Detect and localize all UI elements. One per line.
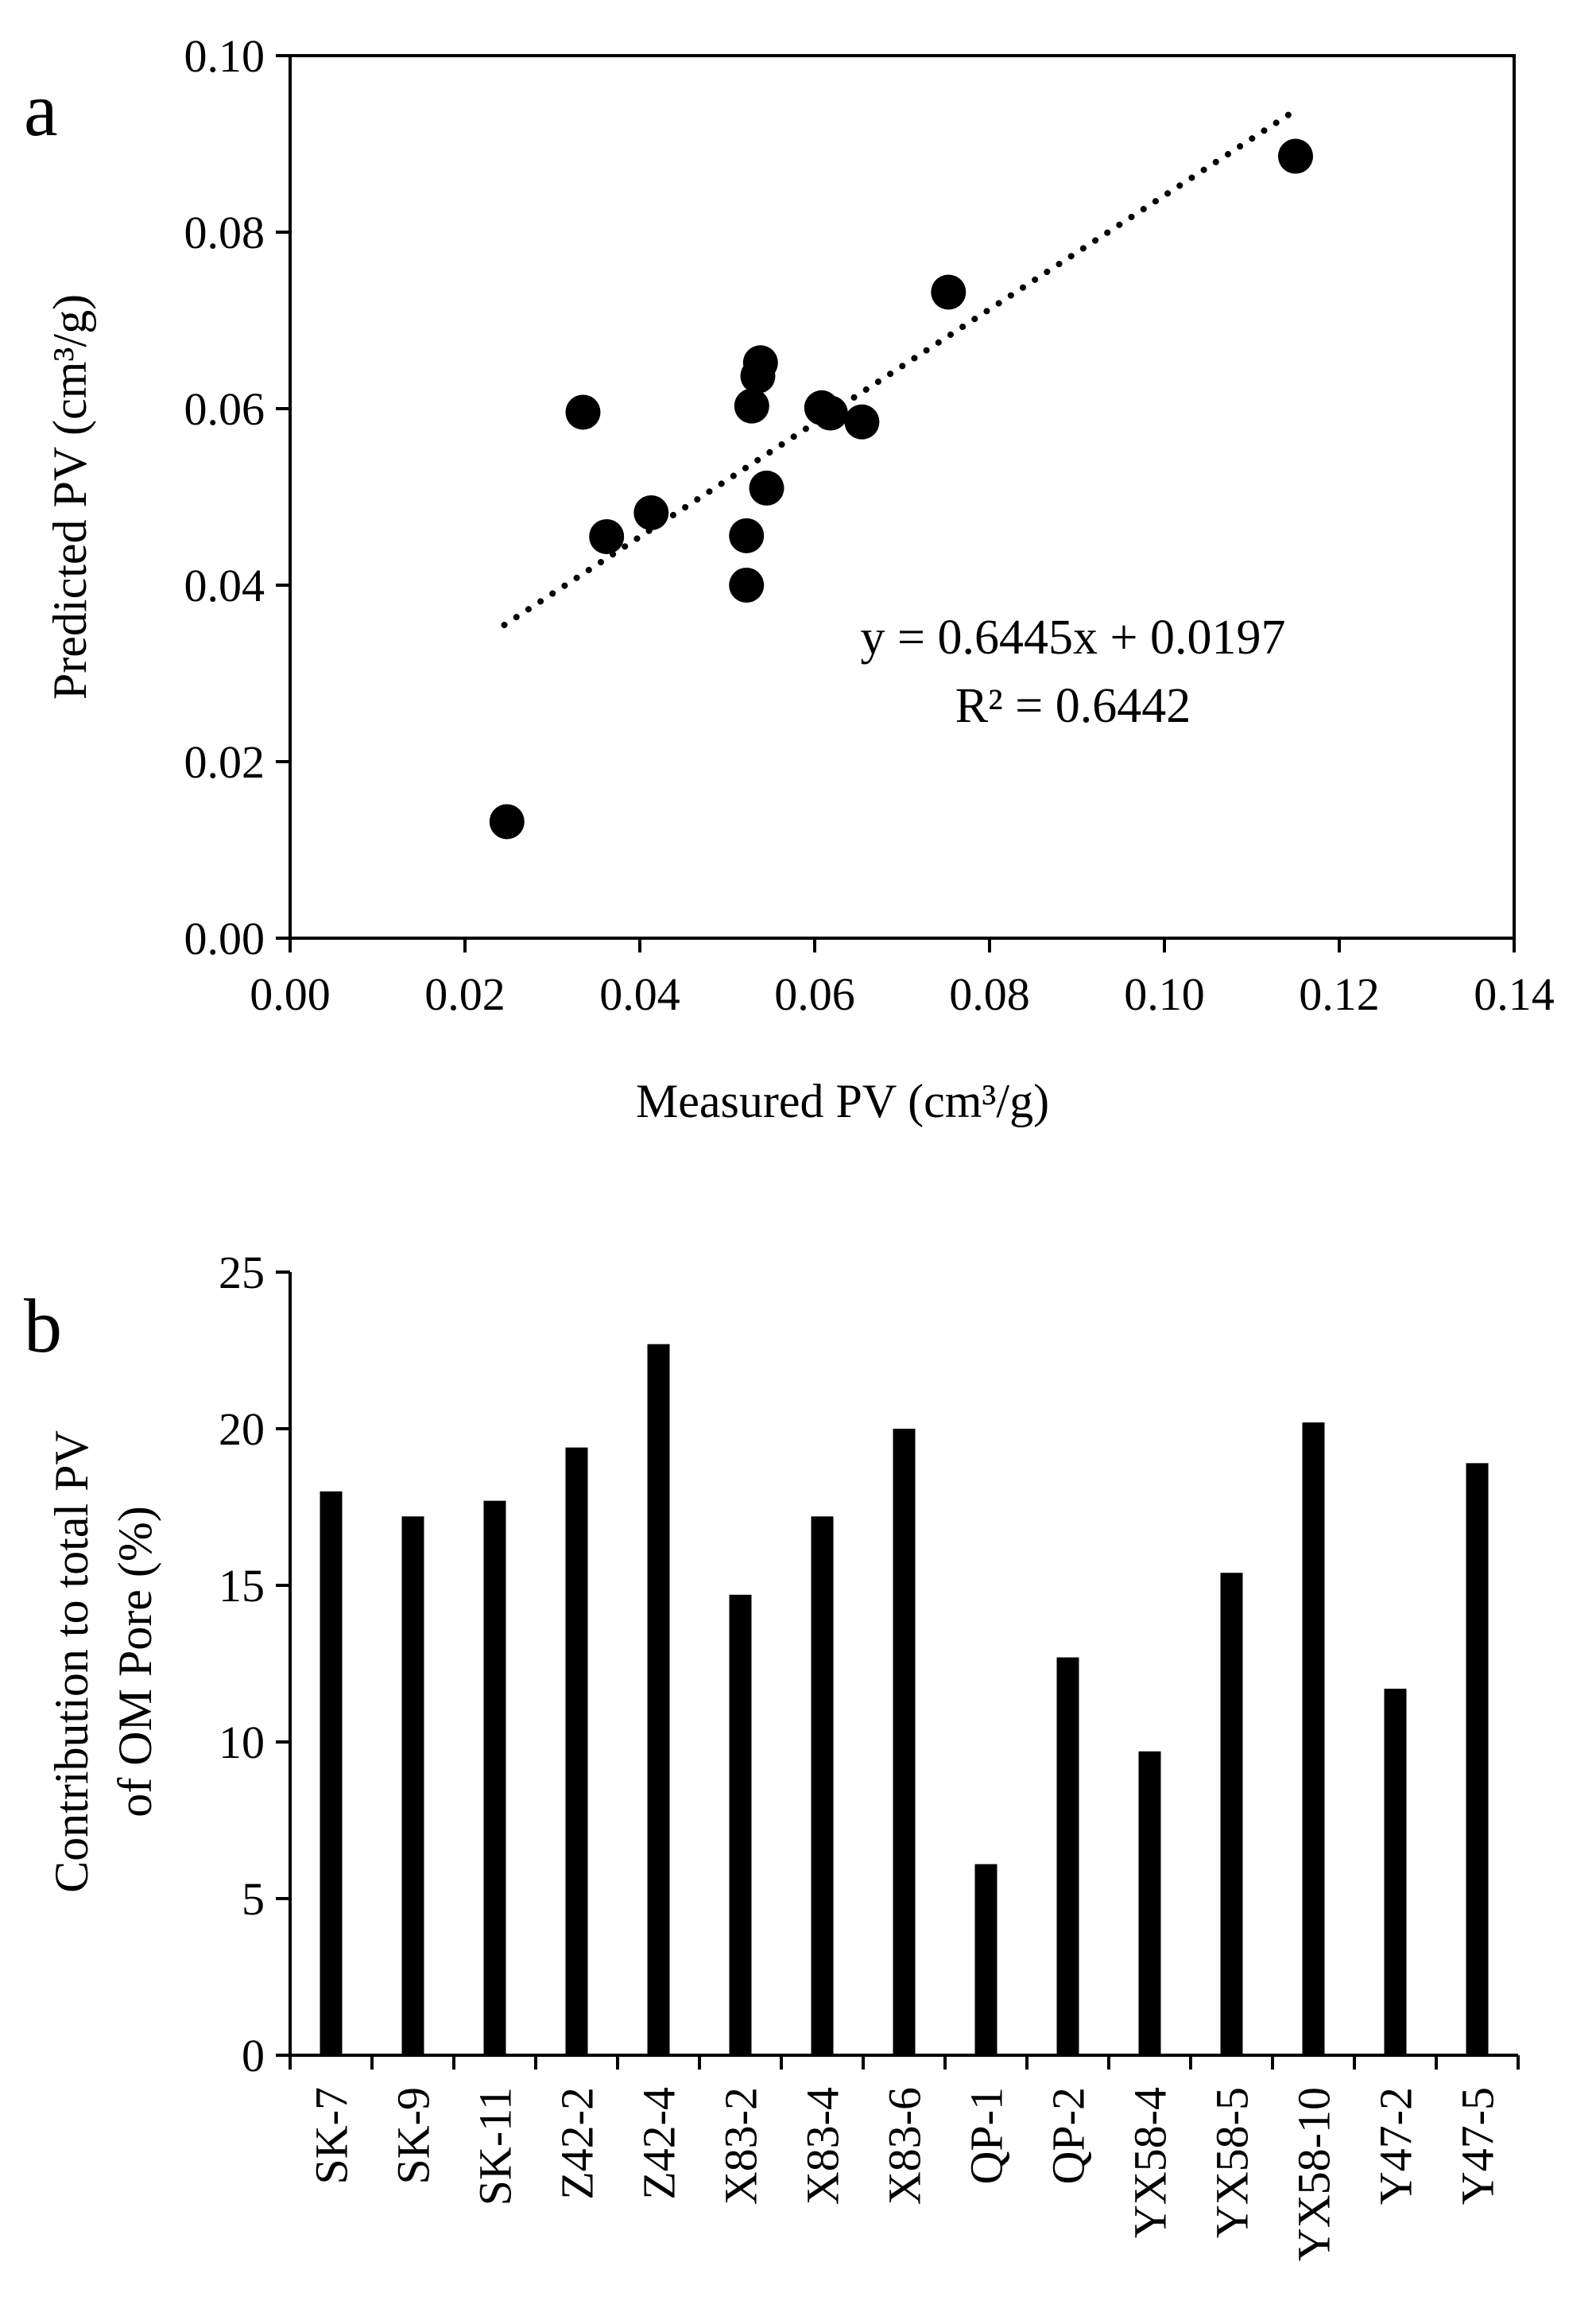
x-category-label: QP-2	[1043, 2087, 1094, 2184]
bar	[483, 1500, 506, 2055]
y-tick-label: 5	[242, 1873, 265, 1925]
scatter-point	[729, 568, 765, 603]
r-squared-label: R² = 0.6442	[955, 679, 1191, 733]
y-tick-label: 0.04	[184, 560, 265, 611]
scatter-point	[734, 388, 769, 424]
x-category-label: X83-4	[797, 2087, 849, 2205]
bar	[893, 1429, 916, 2055]
x-tick-label: 0.02	[424, 968, 506, 1020]
scatter-y-axis-title: Predicted PV (cm³/g)	[44, 294, 96, 700]
scatter-point	[729, 518, 765, 553]
y-tick-label: 0.06	[184, 383, 265, 435]
x-category-label: QP-1	[961, 2087, 1013, 2184]
y-tick-label: 0.00	[184, 913, 265, 964]
scatter-point	[931, 274, 967, 310]
bar	[729, 1594, 752, 2055]
scatter-y-axis: 0.00 0.02 0.04 0.06 0.08 0.10	[184, 30, 290, 964]
y-tick-label: 0.10	[184, 30, 265, 82]
x-category-label: X83-2	[715, 2087, 767, 2205]
x-tick-label: 0.00	[250, 968, 331, 1020]
scatter-point	[589, 518, 625, 554]
bar-y-axis: 0 5 10 15 20 25	[219, 1247, 290, 2081]
bar	[1056, 1657, 1079, 2055]
bar-chart: b 0 5 10 15 20 25 SK-7 SK-9 SK-11 Z42-2 Z42-4 X83-…	[24, 1247, 1520, 2261]
panel-label-b: b	[24, 1283, 62, 1368]
bar	[320, 1491, 343, 2055]
scatter-plot-frame	[289, 54, 1516, 940]
y-tick-label: 20	[219, 1403, 265, 1455]
x-category-label: Y47-2	[1370, 2087, 1422, 2205]
scatter-point	[633, 495, 669, 530]
trendline	[501, 107, 1299, 629]
y-tick-label: 0.02	[184, 736, 265, 788]
bar	[974, 1864, 998, 2055]
bar-x-axis: SK-7 SK-9 SK-11 Z42-2 Z42-4 X83-2 X83-4 X83-6 QP…	[289, 2055, 1520, 2261]
scatter-x-axis-title: Measured PV (cm³/g)	[636, 1075, 1049, 1127]
x-category-label: SK-9	[388, 2087, 440, 2184]
scatter-x-axis: 0.00 0.02 0.04 0.06 0.08 0.10 0.12 0.14	[250, 938, 1555, 1020]
y-tick-label: 10	[219, 1717, 265, 1768]
bar-y-axis-title-line-1: Contribution to total PV	[45, 1430, 98, 1893]
x-tick-label: 0.08	[949, 968, 1030, 1020]
bar	[1220, 1573, 1243, 2055]
bars	[320, 1344, 1489, 2055]
scatter-point	[749, 470, 784, 506]
x-category-label: Y47-5	[1452, 2087, 1504, 2205]
bar-y-axis-title-line-2: of OM Pore (%)	[109, 1506, 161, 1817]
bar	[811, 1516, 834, 2055]
x-category-label: SK-7	[306, 2087, 358, 2184]
scatter-point	[812, 395, 848, 431]
x-category-label: YX58-5	[1207, 2087, 1258, 2238]
x-tick-label: 0.04	[599, 968, 680, 1020]
scatter-point	[844, 404, 880, 440]
y-tick-label: 15	[219, 1560, 265, 1612]
x-tick-label: 0.14	[1474, 968, 1555, 1020]
regression-equation: y = 0.6445x + 0.0197	[861, 611, 1286, 665]
bar	[1302, 1422, 1325, 2055]
bar	[565, 1447, 588, 2055]
x-category-label: Z42-2	[552, 2087, 603, 2200]
scatter-points	[489, 138, 1313, 840]
x-category-label: YX58-10	[1288, 2087, 1340, 2261]
x-category-label: SK-11	[470, 2087, 521, 2205]
bar	[1138, 1751, 1161, 2055]
x-tick-label: 0.12	[1299, 968, 1380, 1020]
y-tick-label: 25	[219, 1247, 265, 1298]
bar	[1384, 1689, 1407, 2055]
bar	[1466, 1463, 1489, 2055]
y-tick-label: 0.08	[184, 207, 265, 258]
x-tick-label: 0.10	[1124, 968, 1205, 1020]
bar	[401, 1516, 424, 2055]
scatter-chart: a 0.000.020.040.060.080.10 0.00 0.02 0.04 0…	[24, 30, 1555, 1127]
x-category-label: X83-6	[879, 2087, 931, 2205]
scatter-point	[565, 394, 601, 430]
x-tick-label: 0.06	[774, 968, 855, 1020]
panel-label-a: a	[24, 67, 58, 152]
x-category-label: Z42-4	[633, 2087, 685, 2200]
y-tick-label: 0	[242, 2030, 265, 2081]
scatter-point	[489, 804, 525, 840]
x-category-label: YX58-4	[1125, 2087, 1176, 2238]
scatter-point	[742, 345, 778, 381]
scatter-point	[1278, 138, 1313, 174]
bar	[647, 1344, 670, 2055]
